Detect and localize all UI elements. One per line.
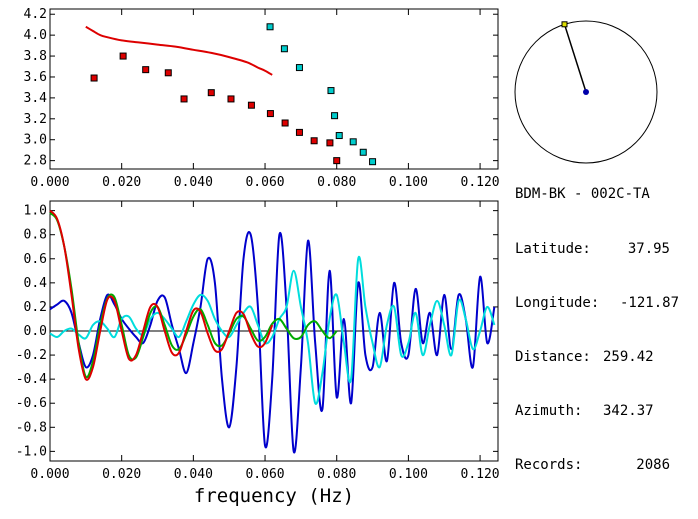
- x-tick-label: 0.020: [102, 175, 141, 190]
- y-tick-label: -1.0: [16, 444, 47, 459]
- x-tick-label: 0.000: [30, 467, 69, 482]
- top-y-ticks: 2.8 3.0 3.2 3.4 3.6 3.8 4.0 4.2: [24, 7, 498, 169]
- y-tick-label: 0.2: [24, 300, 47, 315]
- info-row-records: Records: 2086: [515, 457, 670, 473]
- station-name: BDM-BK - 002C-TA: [515, 186, 650, 202]
- data-point: [281, 119, 289, 127]
- series-line-2: [85, 25, 273, 76]
- data-point: [207, 89, 215, 97]
- data-point: [266, 23, 274, 31]
- data-point: [333, 157, 341, 165]
- y-tick-label: -0.2: [16, 348, 47, 363]
- x-tick-label: 0.100: [389, 467, 428, 482]
- data-point: [331, 112, 339, 120]
- station-info: Latitude: 37.95 Longitude: -121.87 Distanc…: [515, 204, 680, 492]
- info-row-distance: Distance: 259.42: [515, 349, 654, 365]
- x-tick-label: 0.060: [245, 175, 284, 190]
- data-point: [180, 95, 188, 103]
- data-point: [280, 45, 288, 53]
- data-point: [359, 148, 367, 156]
- y-tick-label: -0.4: [16, 372, 47, 387]
- y-tick-label: 3.4: [24, 91, 48, 106]
- y-tick-label: 3.6: [24, 70, 47, 85]
- bottom-x-ticks: 0.000 0.020 0.040 0.060 0.080 0.100 0.120: [30, 201, 500, 482]
- x-tick-label: 0.100: [389, 175, 428, 190]
- data-point: [119, 52, 127, 60]
- x-tick-label: 0.060: [245, 467, 284, 482]
- y-tick-label: 4.0: [24, 28, 47, 43]
- data-point: [310, 137, 318, 145]
- y-tick-label: 3.2: [24, 112, 47, 127]
- series-line-1: [49, 255, 496, 405]
- series-line-2: [49, 212, 338, 379]
- data-point: [335, 132, 343, 140]
- bottom-marks: [49, 209, 496, 454]
- azimuth-compass: [514, 20, 658, 164]
- azimuth-marker: [561, 21, 568, 28]
- y-tick-label: 1.0: [24, 204, 47, 219]
- top-marks: [85, 23, 377, 166]
- y-tick-label: -0.8: [16, 420, 47, 435]
- data-point: [90, 74, 98, 82]
- data-point: [227, 95, 235, 103]
- data-point: [266, 110, 274, 118]
- x-tick-label: 0.120: [461, 467, 500, 482]
- y-tick-label: 3.8: [24, 49, 47, 64]
- bottom-panel: 1.0 0.8 0.6 0.4 0.2 0.0 -0.2 -0.4 -0.6 -0.8 -1.0 0…: [16, 200, 500, 507]
- x-tick-label: 0.040: [174, 467, 213, 482]
- series-line-3: [49, 209, 274, 381]
- data-point: [164, 69, 172, 77]
- series-line-0: [49, 230, 496, 454]
- compass-circle: [514, 20, 658, 164]
- x-tick-label: 0.080: [317, 175, 356, 190]
- x-tick-label: 0.040: [174, 175, 213, 190]
- station-dot: [583, 89, 589, 95]
- y-tick-label: 0.6: [24, 252, 47, 267]
- top-x-ticks: 0.000 0.020 0.040 0.060 0.080 0.100 0.120: [30, 9, 500, 190]
- data-point: [369, 158, 377, 166]
- info-row-azimuth: Azimuth: 342.37: [515, 403, 654, 419]
- data-point: [327, 87, 335, 95]
- x-tick-label: 0.020: [102, 467, 141, 482]
- info-row-longitude: Longitude: -121.87: [515, 295, 680, 311]
- data-point: [349, 138, 357, 146]
- data-point: [247, 101, 255, 109]
- y-tick-label: 0.8: [24, 228, 47, 243]
- x-tick-label: 0.000: [30, 175, 69, 190]
- data-point: [295, 128, 303, 136]
- top-plot-frame: [49, 8, 499, 170]
- info-row-latitude: Latitude: 37.95: [515, 241, 670, 257]
- data-point: [326, 139, 334, 147]
- y-tick-label: 0.0: [24, 324, 47, 339]
- x-tick-label: 0.120: [461, 175, 500, 190]
- y-tick-label: 4.2: [24, 7, 47, 22]
- top-panel: 2.8 3.0 3.2 3.4 3.6 3.8 4.0 4.2 0.000 0.020 0.040…: [24, 7, 500, 190]
- y-tick-label: 3.0: [24, 133, 47, 148]
- azimuth-line: [563, 24, 587, 93]
- y-tick-label: 2.8: [24, 154, 47, 169]
- data-point: [142, 66, 150, 74]
- x-tick-label: 0.080: [317, 467, 356, 482]
- data-point: [295, 64, 303, 72]
- y-tick-label: 0.4: [24, 276, 48, 291]
- y-tick-label: -0.6: [16, 396, 47, 411]
- bottom-y-ticks: 1.0 0.8 0.6 0.4 0.2 0.0 -0.2 -0.4 -0.6 -0.8 -1.0: [16, 204, 498, 459]
- x-axis-label: frequency (Hz): [194, 485, 354, 507]
